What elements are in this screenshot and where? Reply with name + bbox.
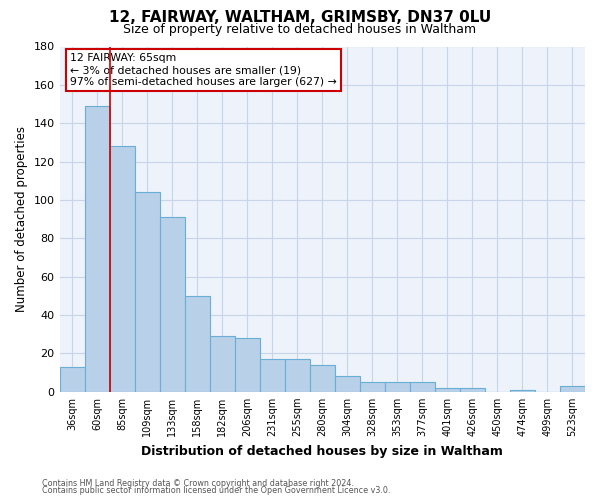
Y-axis label: Number of detached properties: Number of detached properties <box>15 126 28 312</box>
Text: Size of property relative to detached houses in Waltham: Size of property relative to detached ho… <box>124 22 476 36</box>
Bar <box>285 359 310 392</box>
Bar <box>435 388 460 392</box>
Bar <box>59 367 85 392</box>
Bar <box>85 106 110 392</box>
Bar <box>110 146 134 392</box>
Bar <box>560 386 585 392</box>
Text: Contains public sector information licensed under the Open Government Licence v3: Contains public sector information licen… <box>42 486 391 495</box>
Text: 12, FAIRWAY, WALTHAM, GRIMSBY, DN37 0LU: 12, FAIRWAY, WALTHAM, GRIMSBY, DN37 0LU <box>109 10 491 25</box>
Bar <box>160 217 185 392</box>
Bar <box>235 338 260 392</box>
Bar <box>385 382 410 392</box>
Bar <box>260 359 285 392</box>
Text: 12 FAIRWAY: 65sqm
← 3% of detached houses are smaller (19)
97% of semi-detached : 12 FAIRWAY: 65sqm ← 3% of detached house… <box>70 54 337 86</box>
Bar <box>335 376 360 392</box>
Bar <box>209 336 235 392</box>
Bar <box>360 382 385 392</box>
Bar <box>460 388 485 392</box>
Bar <box>410 382 435 392</box>
Bar <box>134 192 160 392</box>
Bar <box>310 365 335 392</box>
Bar <box>510 390 535 392</box>
Bar <box>185 296 209 392</box>
Text: Contains HM Land Registry data © Crown copyright and database right 2024.: Contains HM Land Registry data © Crown c… <box>42 478 354 488</box>
X-axis label: Distribution of detached houses by size in Waltham: Distribution of detached houses by size … <box>142 444 503 458</box>
